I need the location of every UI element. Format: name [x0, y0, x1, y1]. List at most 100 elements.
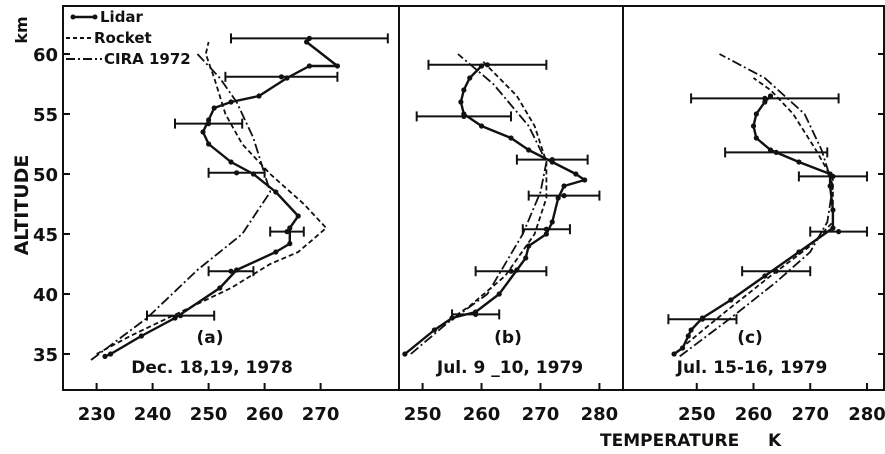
lidar-point	[555, 195, 561, 201]
error-bar-center	[461, 113, 467, 119]
lidar-point	[461, 87, 467, 93]
x-tick-label: 250	[190, 404, 228, 425]
legend: Lidar Rocket CIRA 1972	[66, 8, 191, 68]
y-axis-label: ALTITUDE	[11, 155, 33, 256]
x-tick-label: 280	[581, 404, 619, 425]
lidar-point	[582, 177, 588, 183]
panel-date: Jul. 9 _10, 1979	[436, 358, 583, 378]
series-rocket	[673, 77, 834, 355]
legend-lidar-dot	[92, 14, 98, 20]
panel-label: (c)	[737, 328, 763, 348]
lidar-point	[573, 171, 579, 177]
error-bar-center	[773, 149, 779, 155]
lidar-point	[830, 225, 836, 231]
panel-label: (a)	[196, 328, 223, 348]
y-tick-label: 35	[33, 345, 58, 366]
lidar-point	[306, 63, 312, 69]
error-bar-center	[228, 268, 234, 274]
series-cira-1972	[679, 53, 834, 358]
panel-label: (b)	[494, 328, 522, 348]
lidar-point	[295, 213, 301, 219]
error-bar-center	[549, 157, 555, 163]
legend-lidar-label: Lidar	[100, 8, 144, 26]
x-tick-label: 240	[134, 404, 172, 425]
lidar-point	[108, 351, 114, 357]
legend-rocket-label: Rocket	[94, 29, 152, 47]
lidar-point	[523, 255, 529, 261]
panels: 230 240 250 260 270 (a) Dec. 18,19, 1978 250 260…	[78, 33, 885, 425]
error-bar-center	[836, 229, 842, 235]
lidar-point	[750, 123, 757, 129]
lidar-point	[496, 291, 502, 297]
lidar-point	[753, 111, 759, 117]
plot-frame	[62, 5, 885, 391]
lidar-point	[273, 189, 279, 195]
lidar-point	[543, 231, 549, 237]
lidar-point	[211, 105, 217, 111]
lidar-point	[217, 285, 223, 291]
x-tick-label: 260	[463, 404, 501, 425]
legend-cira-label: CIRA 1972	[104, 50, 191, 68]
panel-1: 230 240 250 260 270 (a) Dec. 18,19, 1978	[78, 33, 389, 425]
lidar-point	[762, 99, 768, 105]
x-tick-label: 230	[78, 404, 116, 425]
error-bar-center	[306, 35, 312, 42]
error-bar-center	[234, 170, 240, 176]
lidar-point	[561, 183, 567, 189]
y-tick-label: 60	[33, 45, 58, 66]
x-tick-label: 250	[404, 404, 442, 425]
lidar-point	[228, 159, 234, 165]
x-tick-label: 270	[302, 404, 340, 425]
x-tick-label: 260	[246, 404, 284, 425]
error-bar-center	[543, 226, 549, 232]
error-bar-center	[178, 313, 184, 319]
series-cira-1972	[410, 53, 548, 355]
panel-3: 250 260 270 280 (c) Jul. 15-16, 1979	[667, 53, 885, 425]
y-axis-unit: km	[12, 16, 31, 43]
y-tick-label: 45	[33, 225, 58, 246]
lidar-point	[796, 159, 802, 165]
x-axis-unit: K	[768, 431, 782, 451]
panel-2: 250 260 270 280 (b) Jul. 9 _10, 1979	[402, 53, 619, 425]
lidar-point	[334, 63, 340, 69]
lidar-point	[287, 241, 293, 247]
x-tick-label: 260	[735, 404, 773, 425]
y-tick-label: 50	[33, 165, 58, 186]
lidar-point	[762, 273, 768, 279]
x-axis-label: TEMPERATURE	[600, 431, 739, 451]
series-rocket	[404, 59, 548, 355]
y-tick-label: 40	[33, 285, 58, 306]
lidar-point	[206, 117, 212, 123]
lidar-point	[728, 297, 734, 303]
lidar-point	[304, 39, 310, 45]
error-bar-center	[206, 121, 212, 127]
series-lidar	[404, 65, 586, 355]
x-tick-label: 270	[522, 404, 560, 425]
y-tick-label: 55	[33, 105, 58, 126]
lidar-point	[478, 123, 485, 129]
lidar-point	[526, 243, 532, 249]
x-tick-label: 280	[848, 404, 885, 425]
lidar-point	[273, 249, 279, 255]
error-bar-center	[561, 193, 567, 199]
lidar-point	[549, 219, 555, 225]
lidar-point	[467, 75, 473, 81]
lidar-point	[206, 141, 212, 147]
lidar-point	[287, 225, 293, 231]
series-lidar	[673, 95, 835, 355]
lidar-point	[526, 147, 532, 153]
lidar-point	[458, 99, 464, 105]
lidar-point	[172, 315, 178, 321]
lidar-point	[827, 183, 833, 189]
error-bar-center	[699, 316, 706, 322]
series-lidar	[104, 41, 339, 358]
error-bar-center	[278, 74, 284, 80]
error-bar-center	[473, 311, 479, 317]
lidar-point	[688, 327, 694, 333]
series-rocket	[96, 41, 328, 355]
lidar-point	[200, 129, 206, 135]
axis-ticks: 35 40 45 50 55 60	[33, 45, 884, 366]
lidar-point	[767, 93, 774, 99]
error-bar-center	[284, 229, 290, 235]
